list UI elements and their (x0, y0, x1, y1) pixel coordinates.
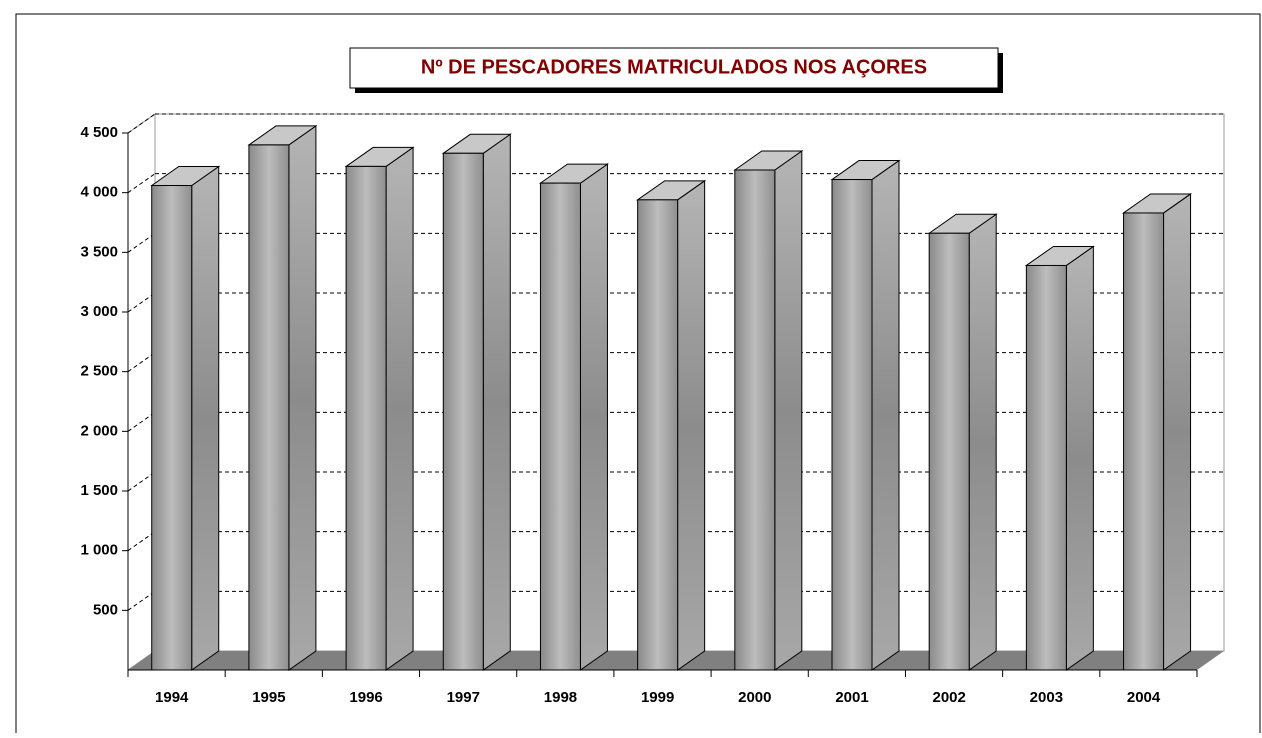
bar (637, 199, 679, 671)
bar-side (288, 124, 317, 671)
bar (1025, 264, 1067, 671)
bar (928, 232, 970, 671)
y-tick-label: 2 500 (80, 363, 118, 380)
grid-line (127, 590, 156, 611)
bar-side (482, 133, 511, 671)
grid-line (127, 232, 156, 253)
y-tick-label: 2 000 (80, 422, 118, 439)
bar (345, 165, 387, 671)
x-tick-label: 1998 (544, 689, 577, 706)
bar (442, 152, 484, 671)
y-tick-label: 3 500 (80, 243, 118, 260)
x-tick-label: 2002 (932, 689, 965, 706)
bar (831, 179, 873, 671)
x-tick-label: 1999 (641, 689, 674, 706)
x-tick-label: 1996 (349, 689, 382, 706)
y-tick-label: 4 000 (80, 184, 118, 201)
y-tick-label: 500 (93, 601, 118, 618)
bar-side (774, 150, 803, 671)
frame (15, 13, 1261, 738)
bar-side (579, 163, 608, 671)
y-tick-label: 3 000 (80, 303, 118, 320)
bar (539, 182, 581, 671)
x-tick-label: 2001 (835, 689, 868, 706)
title-box (349, 47, 999, 89)
grid-line (127, 292, 156, 313)
y-tick-label: 4 500 (80, 124, 118, 141)
grid-line (127, 531, 156, 552)
bar (1123, 212, 1165, 671)
x-tick-label: 1995 (252, 689, 285, 706)
x-tick-label: 1994 (155, 689, 189, 706)
bar (248, 144, 290, 671)
x-tick-label: 1997 (447, 689, 480, 706)
grid-line (127, 352, 156, 373)
bar-side (1065, 245, 1094, 671)
left-wall (127, 113, 156, 671)
y-tick-label: 1 500 (80, 482, 118, 499)
bar-side (1163, 192, 1192, 671)
x-tick-label: 2000 (738, 689, 771, 706)
y-tick-label: 1 000 (80, 542, 118, 559)
grid-line (127, 411, 156, 432)
chart-title: Nº DE PESCADORES MATRICULADOS NOS AÇORES (421, 56, 927, 78)
grid-line (127, 113, 156, 134)
bar-side (191, 165, 220, 671)
x-tick-label: 2003 (1030, 689, 1063, 706)
bar-side (677, 179, 706, 671)
bar-side (871, 159, 900, 671)
grid-line (127, 471, 156, 492)
bar-side (385, 146, 414, 671)
grid-line (127, 173, 156, 194)
bar (734, 169, 776, 671)
x-tick-label: 2004 (1127, 689, 1161, 706)
bar-side (968, 213, 997, 671)
bar (151, 185, 193, 671)
